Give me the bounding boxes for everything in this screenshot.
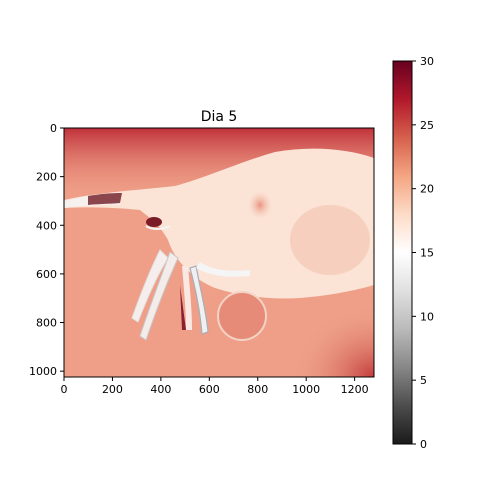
y-tick-label: 800 [36, 317, 57, 330]
heatmap-image [64, 128, 374, 377]
colorbar [392, 60, 413, 445]
y-axis: 0 200 400 600 800 1000 [29, 122, 64, 378]
x-tick-label: 400 [150, 383, 171, 396]
leg-1 [131, 249, 169, 323]
x-tick-label: 800 [247, 383, 268, 396]
chart-title: Dia 5 [201, 109, 238, 125]
colorbar-tick-label: 5 [420, 374, 427, 387]
leg-5 [196, 262, 250, 277]
plot-frame [63, 127, 375, 378]
y-tick-label: 1000 [29, 365, 57, 378]
colorbar-tick-label: 0 [420, 438, 427, 451]
tube-dark-streak [88, 193, 122, 205]
leg-3 [182, 266, 192, 330]
colorbar-tick-label: 15 [420, 247, 434, 260]
x-tick-label: 600 [199, 383, 220, 396]
colorbar-tick-label: 25 [420, 119, 434, 132]
y-tick-label: 0 [50, 122, 57, 135]
body-warm-region [290, 205, 370, 275]
x-tick-label: 0 [61, 383, 68, 396]
x-tick-label: 1200 [341, 383, 369, 396]
leg-2 [139, 251, 179, 341]
x-axis: 0 200 400 600 800 1000 1200 [61, 377, 369, 396]
colorbar-tick-label: 20 [420, 183, 434, 196]
colorbar-tick-label: 30 [420, 55, 434, 68]
head-pale-edge [145, 225, 171, 230]
colorbar-tick-label: 10 [420, 310, 434, 323]
leg-3-dark [180, 285, 186, 330]
head-dark-spot [146, 217, 162, 227]
y-tick-label: 600 [36, 268, 57, 281]
specimen-body [64, 148, 374, 299]
round-plate [217, 291, 267, 341]
x-tick-label: 1000 [292, 383, 320, 396]
colorbar-axis: 0 5 10 15 20 25 30 [412, 55, 434, 451]
body-warm-spot [248, 191, 272, 219]
y-tick-label: 400 [36, 219, 57, 232]
y-tick-label: 200 [36, 171, 57, 184]
x-tick-label: 200 [102, 383, 123, 396]
leg-4 [189, 265, 209, 335]
